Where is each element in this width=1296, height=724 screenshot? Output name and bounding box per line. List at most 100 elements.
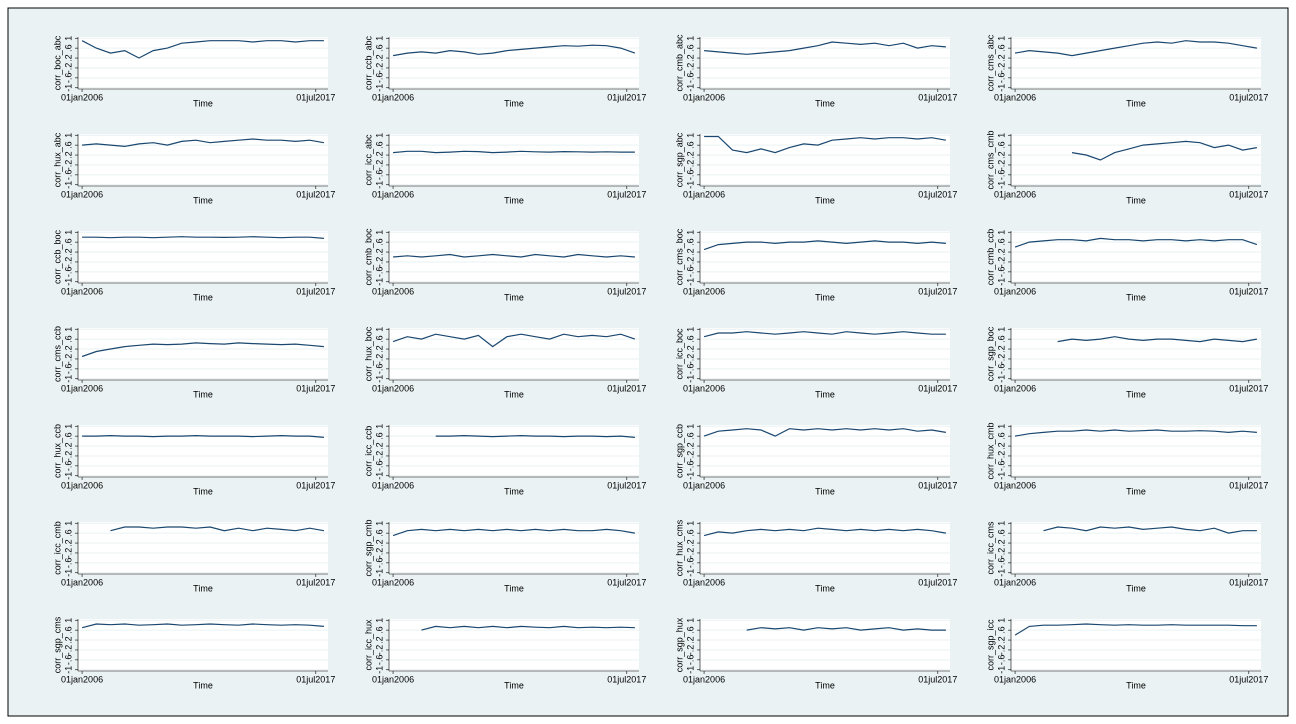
y-tick-label: .6 bbox=[685, 626, 695, 634]
x-axis-title: Time bbox=[193, 389, 213, 399]
y-tick-label: 1 bbox=[996, 36, 1006, 41]
y-tick-label: 1 bbox=[63, 36, 73, 41]
y-tick-label: 1 bbox=[63, 521, 73, 526]
x-axis-title: Time bbox=[504, 583, 524, 593]
y-tick-label: .2 bbox=[374, 151, 384, 159]
plot-area bbox=[1011, 328, 1261, 380]
x-tick-label: 01jan2006 bbox=[994, 577, 1036, 587]
y-tick-label: -1 bbox=[63, 84, 73, 92]
y-tick-label: .2 bbox=[685, 151, 695, 159]
y-tick-label: -1 bbox=[996, 181, 1006, 189]
y-tick-label: -.2 bbox=[685, 257, 695, 268]
y-tick-label: -.2 bbox=[685, 451, 695, 462]
y-tick-label: -1 bbox=[63, 375, 73, 383]
y-tick-label: -.6 bbox=[996, 73, 1006, 84]
y-tick-label: -1 bbox=[374, 278, 384, 286]
y-tick-label: -.6 bbox=[996, 267, 1006, 278]
y-tick-label: -.2 bbox=[63, 63, 73, 74]
y-axis-title: corr_cms_abc bbox=[985, 34, 995, 91]
x-axis-title: Time bbox=[504, 680, 524, 690]
y-tick-label: -.2 bbox=[63, 160, 73, 171]
y-tick-label: .6 bbox=[685, 335, 695, 343]
x-axis-title: Time bbox=[1126, 98, 1146, 108]
y-tick-label: .6 bbox=[63, 335, 73, 343]
y-tick-label: .2 bbox=[685, 345, 695, 353]
y-tick-label: -.2 bbox=[63, 354, 73, 365]
y-tick-label: 1 bbox=[374, 424, 384, 429]
y-tick-label: .2 bbox=[63, 636, 73, 644]
plot-area bbox=[78, 37, 328, 89]
plot-area bbox=[78, 328, 328, 380]
x-tick-label: 01jul2017 bbox=[1229, 286, 1268, 296]
y-tick-label: 1 bbox=[685, 618, 695, 623]
y-tick-label: .2 bbox=[685, 539, 695, 547]
y-tick-label: -.2 bbox=[374, 451, 384, 462]
y-tick-label: -1 bbox=[374, 569, 384, 577]
y-axis-title: corr_hux_cms bbox=[674, 519, 684, 576]
y-tick-label: -.6 bbox=[685, 364, 695, 375]
y-tick-label: -.2 bbox=[685, 645, 695, 656]
plot-area bbox=[1011, 37, 1261, 89]
y-tick-label: -.6 bbox=[374, 267, 384, 278]
y-tick-label: .6 bbox=[996, 626, 1006, 634]
y-tick-label: -.2 bbox=[63, 548, 73, 559]
plot-area bbox=[78, 522, 328, 574]
y-tick-label: .6 bbox=[374, 238, 384, 246]
x-tick-label: 01jan2006 bbox=[683, 189, 725, 199]
y-tick-label: .2 bbox=[685, 248, 695, 256]
y-tick-label: -.6 bbox=[685, 461, 695, 472]
y-axis-title: corr_sgp_abc bbox=[674, 132, 684, 187]
y-tick-label: .6 bbox=[996, 238, 1006, 246]
y-tick-label: .6 bbox=[374, 432, 384, 440]
y-axis-title: corr_hux_abc bbox=[52, 132, 62, 187]
series-line bbox=[81, 40, 324, 59]
x-tick-label: 01jan2006 bbox=[683, 674, 725, 684]
x-tick-label: 01jul2017 bbox=[1229, 480, 1268, 490]
series-line bbox=[392, 44, 636, 57]
y-tick-label: .6 bbox=[63, 626, 73, 634]
y-tick-label: .2 bbox=[374, 345, 384, 353]
y-tick-label: .6 bbox=[996, 335, 1006, 343]
x-tick-label: 01jan2006 bbox=[994, 480, 1036, 490]
series-line bbox=[703, 428, 946, 437]
plot-area bbox=[1011, 231, 1261, 283]
y-tick-label: -.6 bbox=[685, 655, 695, 666]
series-line bbox=[1014, 623, 1257, 636]
y-tick-label: -.6 bbox=[996, 461, 1006, 472]
y-axis-title: corr_ccb_boc bbox=[52, 229, 62, 284]
x-axis-title: Time bbox=[815, 680, 835, 690]
y-tick-label: .2 bbox=[374, 248, 384, 256]
x-tick-label: 01jan2006 bbox=[61, 92, 103, 102]
x-axis-title: Time bbox=[1126, 583, 1146, 593]
y-axis-title: corr_cms_cmb bbox=[985, 130, 995, 189]
y-tick-label: -.2 bbox=[374, 548, 384, 559]
y-tick-label: -1 bbox=[63, 472, 73, 480]
y-axis-title: corr_sgp_icc bbox=[985, 619, 995, 671]
y-tick-label: .2 bbox=[996, 539, 1006, 547]
y-tick-label: -.2 bbox=[63, 257, 73, 268]
y-axis-title: corr_icc_cms bbox=[985, 521, 995, 575]
y-tick-label: -.6 bbox=[63, 267, 73, 278]
x-tick-label: 01jan2006 bbox=[372, 577, 414, 587]
x-tick-label: 01jul2017 bbox=[296, 577, 335, 587]
x-axis-title: Time bbox=[815, 486, 835, 496]
y-tick-label: .2 bbox=[685, 442, 695, 450]
y-tick-label: -.2 bbox=[63, 451, 73, 462]
y-tick-label: .2 bbox=[996, 151, 1006, 159]
x-axis-title: Time bbox=[504, 486, 524, 496]
y-tick-label: -.6 bbox=[63, 558, 73, 569]
x-tick-label: 01jul2017 bbox=[607, 92, 646, 102]
x-tick-label: 01jul2017 bbox=[918, 383, 957, 393]
y-tick-label: -.6 bbox=[63, 73, 73, 84]
x-axis-title: Time bbox=[815, 292, 835, 302]
y-tick-label: .2 bbox=[63, 345, 73, 353]
y-tick-label: .2 bbox=[374, 539, 384, 547]
y-tick-label: 1 bbox=[374, 230, 384, 235]
series-line bbox=[82, 236, 324, 239]
y-axis-title: corr_cmb_abc bbox=[674, 34, 684, 92]
y-tick-label: -.6 bbox=[374, 73, 384, 84]
x-tick-label: 01jul2017 bbox=[607, 577, 646, 587]
y-tick-label: 1 bbox=[996, 521, 1006, 526]
y-tick-label: .2 bbox=[63, 54, 73, 62]
